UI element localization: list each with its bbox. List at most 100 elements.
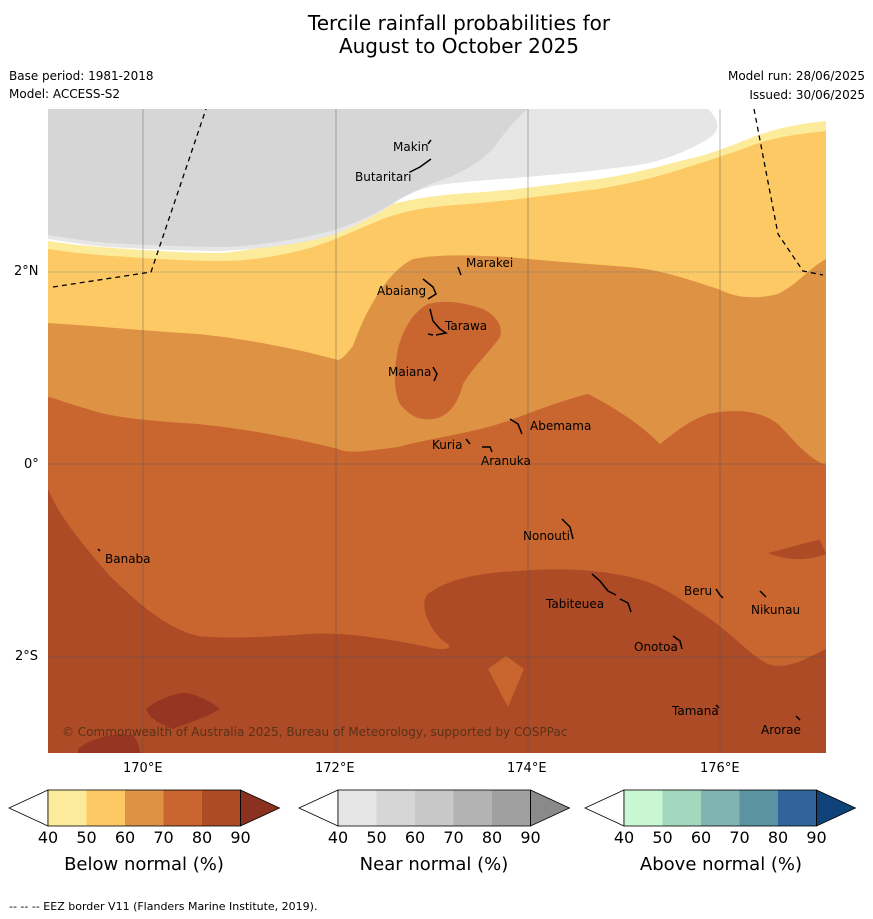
lat-label-2n: 2°N — [14, 264, 39, 279]
colorbar-below-label: 50 — [76, 828, 96, 847]
label-onotoa: Onotoa — [634, 640, 678, 654]
beru-outline — [715, 588, 724, 599]
maiana-outline — [432, 366, 438, 382]
colorbar-near: 40 50 60 70 80 90 — [298, 789, 571, 847]
colorbar-above-segment — [624, 790, 663, 826]
lat-label-2s: 2°S — [15, 649, 39, 664]
banaba-outline — [97, 548, 101, 552]
aranuka-outline — [482, 446, 493, 453]
colorbar-below-low-arrow — [8, 789, 49, 827]
map-title: Tercile rainfall probabilities for Augus… — [0, 12, 873, 58]
band-90-plus-a — [146, 692, 220, 729]
issued-date: Issued: 30/06/2025 — [749, 88, 865, 102]
colorbar-near-label: 40 — [328, 828, 348, 847]
nikunau-outline — [759, 590, 767, 598]
colorbar-near-label: 70 — [443, 828, 463, 847]
rainfall-map: Makin Butaritari Marakei Abaiang Tarawa … — [48, 109, 826, 753]
model-run: Model run: 28/06/2025 — [727, 69, 865, 83]
colorbar-above-label: 40 — [614, 828, 634, 847]
lon-label-176e: 176°E — [700, 761, 740, 776]
colorbar-below-label: 80 — [192, 828, 212, 847]
label-tabiteuea: Tabiteuea — [545, 597, 604, 611]
abemama-outline — [509, 418, 523, 435]
colorbar-below-label: 90 — [230, 828, 250, 847]
colorbar-below-label: 40 — [38, 828, 58, 847]
tarawa-outline — [427, 308, 448, 336]
label-aranuka: Aranuka — [481, 454, 531, 468]
label-arorae: Arorae — [761, 723, 801, 737]
colorbar-near-segment — [376, 790, 415, 826]
label-maiana: Maiana — [388, 365, 431, 379]
label-butaritari: Butaritari — [355, 170, 412, 184]
colorbar-near-low-arrow — [298, 789, 339, 827]
band-near-50-60 — [48, 109, 528, 247]
colorbar-below-title: Below normal (%) — [64, 854, 224, 875]
colorbar-near-segment — [338, 790, 377, 826]
label-abemama: Abemama — [530, 419, 591, 433]
colorbar-above-label: 70 — [729, 828, 749, 847]
model-name: Model: ACCESS-S2 — [9, 87, 121, 101]
colorbar-above-segment — [701, 790, 740, 826]
colorbar-near-title: Near normal (%) — [359, 854, 509, 875]
eez-footnote: -- -- -- EEZ border V11 (Flanders Marine… — [9, 900, 318, 913]
label-banaba: Banaba — [105, 552, 151, 566]
eez-line-east — [753, 109, 824, 276]
colorbar-near-high-arrow — [530, 789, 571, 827]
colorbar-below-segment — [48, 790, 87, 826]
eez-line-west — [52, 109, 207, 288]
colorbar-near-segment — [492, 790, 531, 826]
colorbar-near-label: 90 — [520, 828, 540, 847]
marakei-outline — [457, 266, 462, 276]
nonouti-outline — [561, 518, 574, 540]
colorbar-below-label: 60 — [115, 828, 135, 847]
label-nonouti: Nonouti — [523, 529, 570, 543]
colorbar-near-segment — [415, 790, 454, 826]
butaritari-outline — [409, 158, 432, 173]
lat-label-0: 0° — [24, 457, 39, 472]
colorbar-above-label: 60 — [691, 828, 711, 847]
label-kuria: Kuria — [432, 438, 463, 452]
colorbar-near-frame — [337, 789, 531, 827]
label-nikunau: Nikunau — [751, 603, 800, 617]
band-70-80-spike — [488, 656, 524, 707]
colorbar-above-label: 50 — [652, 828, 672, 847]
abaiang-outline — [422, 278, 437, 300]
base-period: Base period: 1981-2018 — [9, 69, 154, 83]
label-makin: Makin — [393, 140, 429, 154]
map-title-line1: Tercile rainfall probabilities for — [307, 11, 611, 35]
colorbar-above-low-arrow — [584, 789, 625, 827]
colorbar-above-segment — [662, 790, 701, 826]
colorbar-below-segment — [202, 790, 241, 826]
colorbar-above-label: 80 — [768, 828, 788, 847]
colorbar-above-segment — [739, 790, 778, 826]
colorbar-near-label: 60 — [405, 828, 425, 847]
colorbar-below-segment — [125, 790, 164, 826]
colorbar-near-segment — [453, 790, 492, 826]
colorbar-near-label: 80 — [482, 828, 502, 847]
label-beru: Beru — [684, 584, 712, 598]
kuria-outline — [465, 438, 471, 445]
colorbar-above-title: Above normal (%) — [639, 854, 803, 875]
lon-label-174e: 174°E — [507, 761, 547, 776]
band-70-80-tarawa — [394, 301, 501, 420]
island-labels: Makin Butaritari Marakei Abaiang Tarawa … — [105, 140, 801, 737]
colorbar-below-high-arrow — [240, 789, 281, 827]
colorbar-below-label: 70 — [153, 828, 173, 847]
band-90-plus-b — [78, 734, 140, 753]
colorbar-near-label: 50 — [366, 828, 386, 847]
colorbar-below: 40 50 60 70 80 90 — [8, 789, 281, 847]
arorae-outline — [795, 715, 801, 721]
eez-border — [52, 109, 824, 288]
colorbars: 40 50 60 70 80 90 40 50 60 70 80 90 40 50 60 70 80 90 — [8, 789, 857, 847]
colorbar-above: 40 50 60 70 80 90 — [584, 789, 857, 847]
colorbar-above-frame — [623, 789, 817, 827]
colorbar-above-label: 90 — [806, 828, 826, 847]
label-tamana: Tamana — [671, 704, 719, 718]
tabiteuea-outline — [591, 573, 632, 613]
colorbar-below-frame — [47, 789, 241, 827]
band-80-90-blob — [768, 540, 826, 560]
graticule — [48, 109, 826, 753]
tamana-outline — [715, 704, 720, 709]
colorbar-below-segment — [163, 790, 202, 826]
lon-label-170e: 170°E — [123, 761, 163, 776]
